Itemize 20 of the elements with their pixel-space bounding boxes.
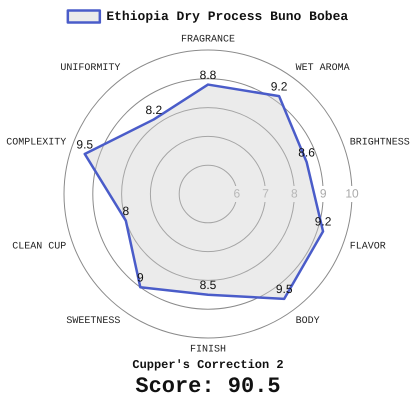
spoke-label: BRIGHTNESS [350,138,410,149]
data-label: 9.5 [76,137,94,152]
data-label: 8.8 [200,68,217,82]
spoke-label: COMPLEXITY [6,138,66,149]
spoke-label: UNIFORMITY [60,63,120,74]
text: Cupper's Correction 2 [131,358,285,372]
data-label: 8.2 [145,102,162,117]
spoke-label: BODY [296,316,320,328]
spoke-label: FRAGRANCE [180,34,236,46]
spoke-label: CLEAN CUP [12,242,66,253]
y-tick-label: 10 [345,186,359,200]
spoke-label: FLAVOR [350,242,386,253]
text: Score: 90.5 [134,374,282,401]
legend-label: Ethiopia Dry Process Buno Bobea [106,8,348,24]
spoke-label: FINISH [190,344,226,356]
data-label: 9.2 [270,79,288,94]
spoke-label: WET AROMA [296,63,350,74]
data-label: 8.5 [200,278,217,292]
data-label: 8 [122,204,130,218]
spoke-label: SWEETNESS [66,316,120,328]
